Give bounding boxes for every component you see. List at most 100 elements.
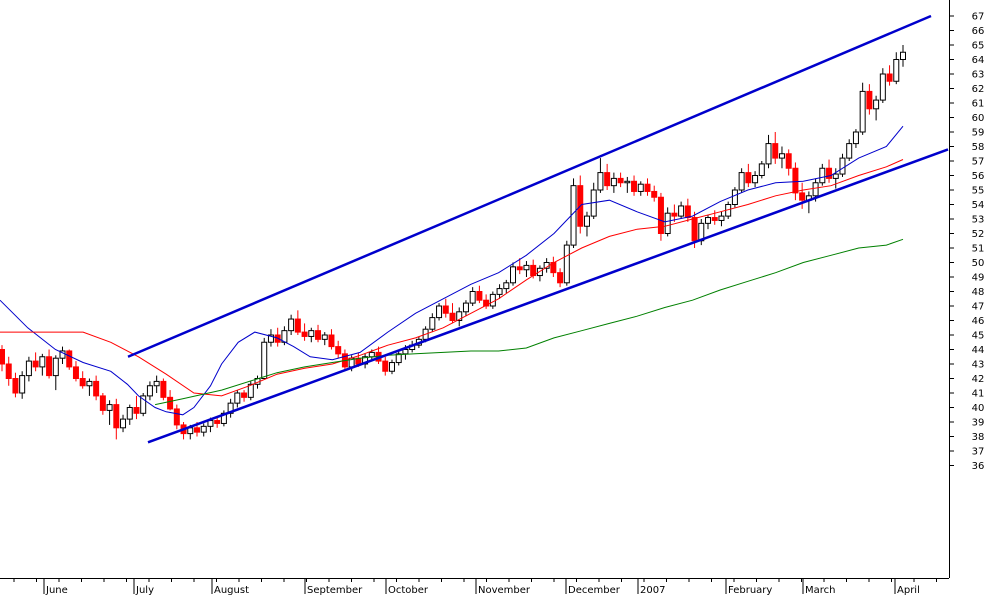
- candle-body: [294, 318, 301, 333]
- candle: [335, 340, 342, 359]
- candle-body: [382, 360, 389, 372]
- candle-body: [120, 418, 127, 429]
- y-tick-label: 36: [972, 461, 985, 472]
- y-tick-label: 57: [972, 157, 985, 168]
- candle: [738, 168, 745, 193]
- candle-body: [160, 380, 167, 398]
- candle: [879, 68, 886, 103]
- y-tick-label: 51: [972, 244, 985, 255]
- candle: [516, 258, 523, 275]
- candle-body: [315, 330, 322, 340]
- candle: [657, 192, 664, 241]
- candle-body: [731, 189, 738, 205]
- candle: [826, 159, 833, 183]
- candle-body: [214, 420, 221, 424]
- x-tick-label: March: [805, 585, 835, 595]
- candle-body: [247, 383, 254, 398]
- candle-body: [52, 357, 59, 377]
- candle-body: [193, 427, 200, 433]
- y-tick-label: 46: [972, 316, 985, 327]
- candle: [93, 375, 100, 401]
- candle-body: [799, 192, 806, 201]
- candle: [664, 207, 671, 237]
- moving-average-line: [0, 125, 904, 416]
- candle: [301, 323, 308, 341]
- x-tick-label: September: [307, 585, 363, 595]
- candle: [167, 390, 174, 411]
- candle: [140, 393, 147, 417]
- candle-body: [106, 404, 113, 411]
- candle: [705, 214, 712, 230]
- y-tick-label: 43: [972, 360, 985, 371]
- candle: [200, 423, 207, 437]
- y-tick-label: 40: [972, 403, 985, 414]
- candle: [79, 371, 86, 389]
- y-tick-label: 44: [972, 345, 985, 356]
- candle-body: [523, 264, 530, 271]
- y-tick-label: 64: [972, 55, 985, 66]
- y-tick-label: 58: [972, 142, 985, 153]
- candle: [469, 287, 476, 306]
- candle-body: [133, 407, 140, 414]
- candle: [866, 84, 873, 115]
- candle: [395, 350, 402, 366]
- candle: [241, 390, 248, 402]
- candle-body: [772, 143, 779, 159]
- candle: [126, 404, 133, 425]
- candle-body: [153, 380, 160, 387]
- candle-body: [489, 293, 496, 307]
- y-tick-label: 48: [972, 287, 985, 298]
- moving-average-layer: [0, 125, 904, 416]
- candle-body: [637, 183, 644, 192]
- candle-body: [832, 173, 839, 179]
- candle: [893, 52, 900, 85]
- candle-body: [597, 172, 604, 191]
- candle-body: [778, 153, 785, 159]
- candle: [859, 82, 866, 135]
- candle-body: [792, 167, 799, 194]
- candle-body: [483, 299, 490, 307]
- candle: [604, 163, 611, 190]
- y-tick-label: 55: [972, 186, 985, 197]
- lower-trendline: [147, 148, 949, 444]
- candle: [153, 375, 160, 393]
- candle-body: [785, 153, 792, 169]
- candle-body: [758, 163, 765, 176]
- candle: [5, 356, 12, 386]
- candle: [113, 398, 120, 440]
- candle-body: [368, 351, 375, 358]
- candle-body: [644, 183, 651, 192]
- candle-body: [852, 131, 859, 145]
- candle: [247, 381, 254, 401]
- candle-body: [308, 330, 315, 337]
- upper-trendline: [127, 14, 932, 358]
- candle-body: [610, 177, 617, 187]
- candle-body: [557, 272, 564, 284]
- y-tick-label: 50: [972, 258, 985, 269]
- candle-body: [402, 349, 409, 355]
- candle-body: [32, 360, 39, 368]
- trend-channel-layer: [127, 14, 949, 444]
- candle: [631, 175, 638, 196]
- candle-body: [873, 99, 880, 110]
- candle-body: [745, 172, 752, 184]
- candle-body: [476, 291, 483, 301]
- candle-body: [617, 177, 624, 184]
- candle: [671, 204, 678, 222]
- candle: [133, 395, 140, 420]
- candle: [617, 172, 624, 188]
- candle-body: [462, 302, 469, 313]
- candle: [46, 349, 53, 379]
- y-tick-label: 62: [972, 84, 985, 95]
- y-tick-label: 61: [972, 99, 985, 110]
- y-tick-label: 66: [972, 26, 985, 37]
- candle-body: [126, 407, 133, 420]
- candle-body: [46, 356, 53, 377]
- candle: [832, 168, 839, 189]
- candle-body: [866, 90, 873, 110]
- x-tick-label: July: [135, 585, 154, 595]
- x-tick-label: April: [897, 585, 920, 595]
- y-tick-label: 39: [972, 418, 985, 429]
